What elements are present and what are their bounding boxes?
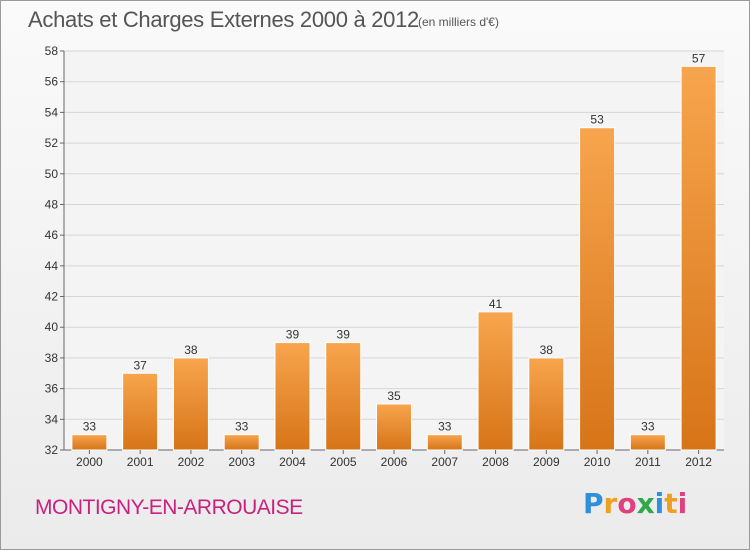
bar xyxy=(579,127,616,451)
y-tick-label: 54 xyxy=(45,105,59,119)
bar xyxy=(477,311,514,451)
bar xyxy=(426,434,463,451)
x-tick-label: 2007 xyxy=(431,455,458,469)
y-tick-label: 42 xyxy=(45,290,59,304)
x-tick-label: 2011 xyxy=(635,455,661,469)
data-label: 39 xyxy=(337,328,351,342)
bar xyxy=(223,434,260,451)
y-tick-label: 36 xyxy=(45,382,59,396)
data-label: 33 xyxy=(83,420,97,434)
x-tick-label: 2005 xyxy=(330,455,357,469)
y-tick-label: 46 xyxy=(45,228,59,242)
data-label: 38 xyxy=(184,343,198,357)
bar xyxy=(122,372,159,451)
x-tick-label: 2003 xyxy=(228,455,255,469)
logo-letter: i xyxy=(677,487,688,520)
x-tick-label: 2009 xyxy=(533,455,560,469)
x-tick-label: 2006 xyxy=(381,455,408,469)
logo-letter: o xyxy=(617,487,637,520)
y-tick-label: 38 xyxy=(45,351,59,365)
bar xyxy=(71,434,108,451)
logo-letter: t xyxy=(664,487,678,520)
bar xyxy=(325,342,362,451)
bar xyxy=(528,357,565,451)
data-label: 37 xyxy=(133,358,147,372)
y-tick-label: 52 xyxy=(45,136,59,150)
x-tick-label: 2001 xyxy=(127,455,154,469)
x-tick-label: 2012 xyxy=(685,455,712,469)
y-tick-label: 50 xyxy=(45,167,59,181)
data-label: 33 xyxy=(235,420,249,434)
y-tick-label: 40 xyxy=(45,320,59,334)
y-tick-label: 34 xyxy=(45,412,59,426)
bar xyxy=(376,403,412,451)
data-label: 53 xyxy=(590,113,604,127)
logo-letter: r xyxy=(603,487,618,520)
data-label: 41 xyxy=(489,297,503,311)
bar xyxy=(629,434,666,451)
bar xyxy=(172,357,209,451)
x-tick-label: 2010 xyxy=(584,455,611,469)
data-label: 33 xyxy=(641,420,655,434)
y-tick-label: 32 xyxy=(45,443,59,457)
y-tick-label: 44 xyxy=(45,259,59,273)
logo-letter: P xyxy=(583,487,604,520)
y-tick-label: 48 xyxy=(45,197,59,211)
data-label: 35 xyxy=(387,389,401,403)
chart-subtitle: (en milliers d'€) xyxy=(418,15,499,29)
x-tick-label: 2002 xyxy=(178,455,205,469)
bar xyxy=(274,342,311,451)
x-tick-label: 2008 xyxy=(482,455,509,469)
logo-letter: i xyxy=(654,487,665,520)
x-tick-label: 2000 xyxy=(76,455,103,469)
y-tick-label: 58 xyxy=(45,44,59,58)
y-tick-label: 56 xyxy=(45,75,59,89)
commune-name: MONTIGNY-EN-ARROUAISE xyxy=(35,496,303,519)
x-tick-label: 2004 xyxy=(279,455,306,469)
data-label: 39 xyxy=(286,328,300,342)
data-label: 57 xyxy=(692,51,706,65)
proxiti-logo[interactable]: Proxiti xyxy=(583,487,687,520)
data-label: 33 xyxy=(438,420,452,434)
logo-letter: x xyxy=(636,487,655,520)
data-label: 38 xyxy=(540,343,554,357)
chart-title: Achats et Charges Externes 2000 à 2012 xyxy=(28,7,419,32)
bar xyxy=(680,65,717,451)
